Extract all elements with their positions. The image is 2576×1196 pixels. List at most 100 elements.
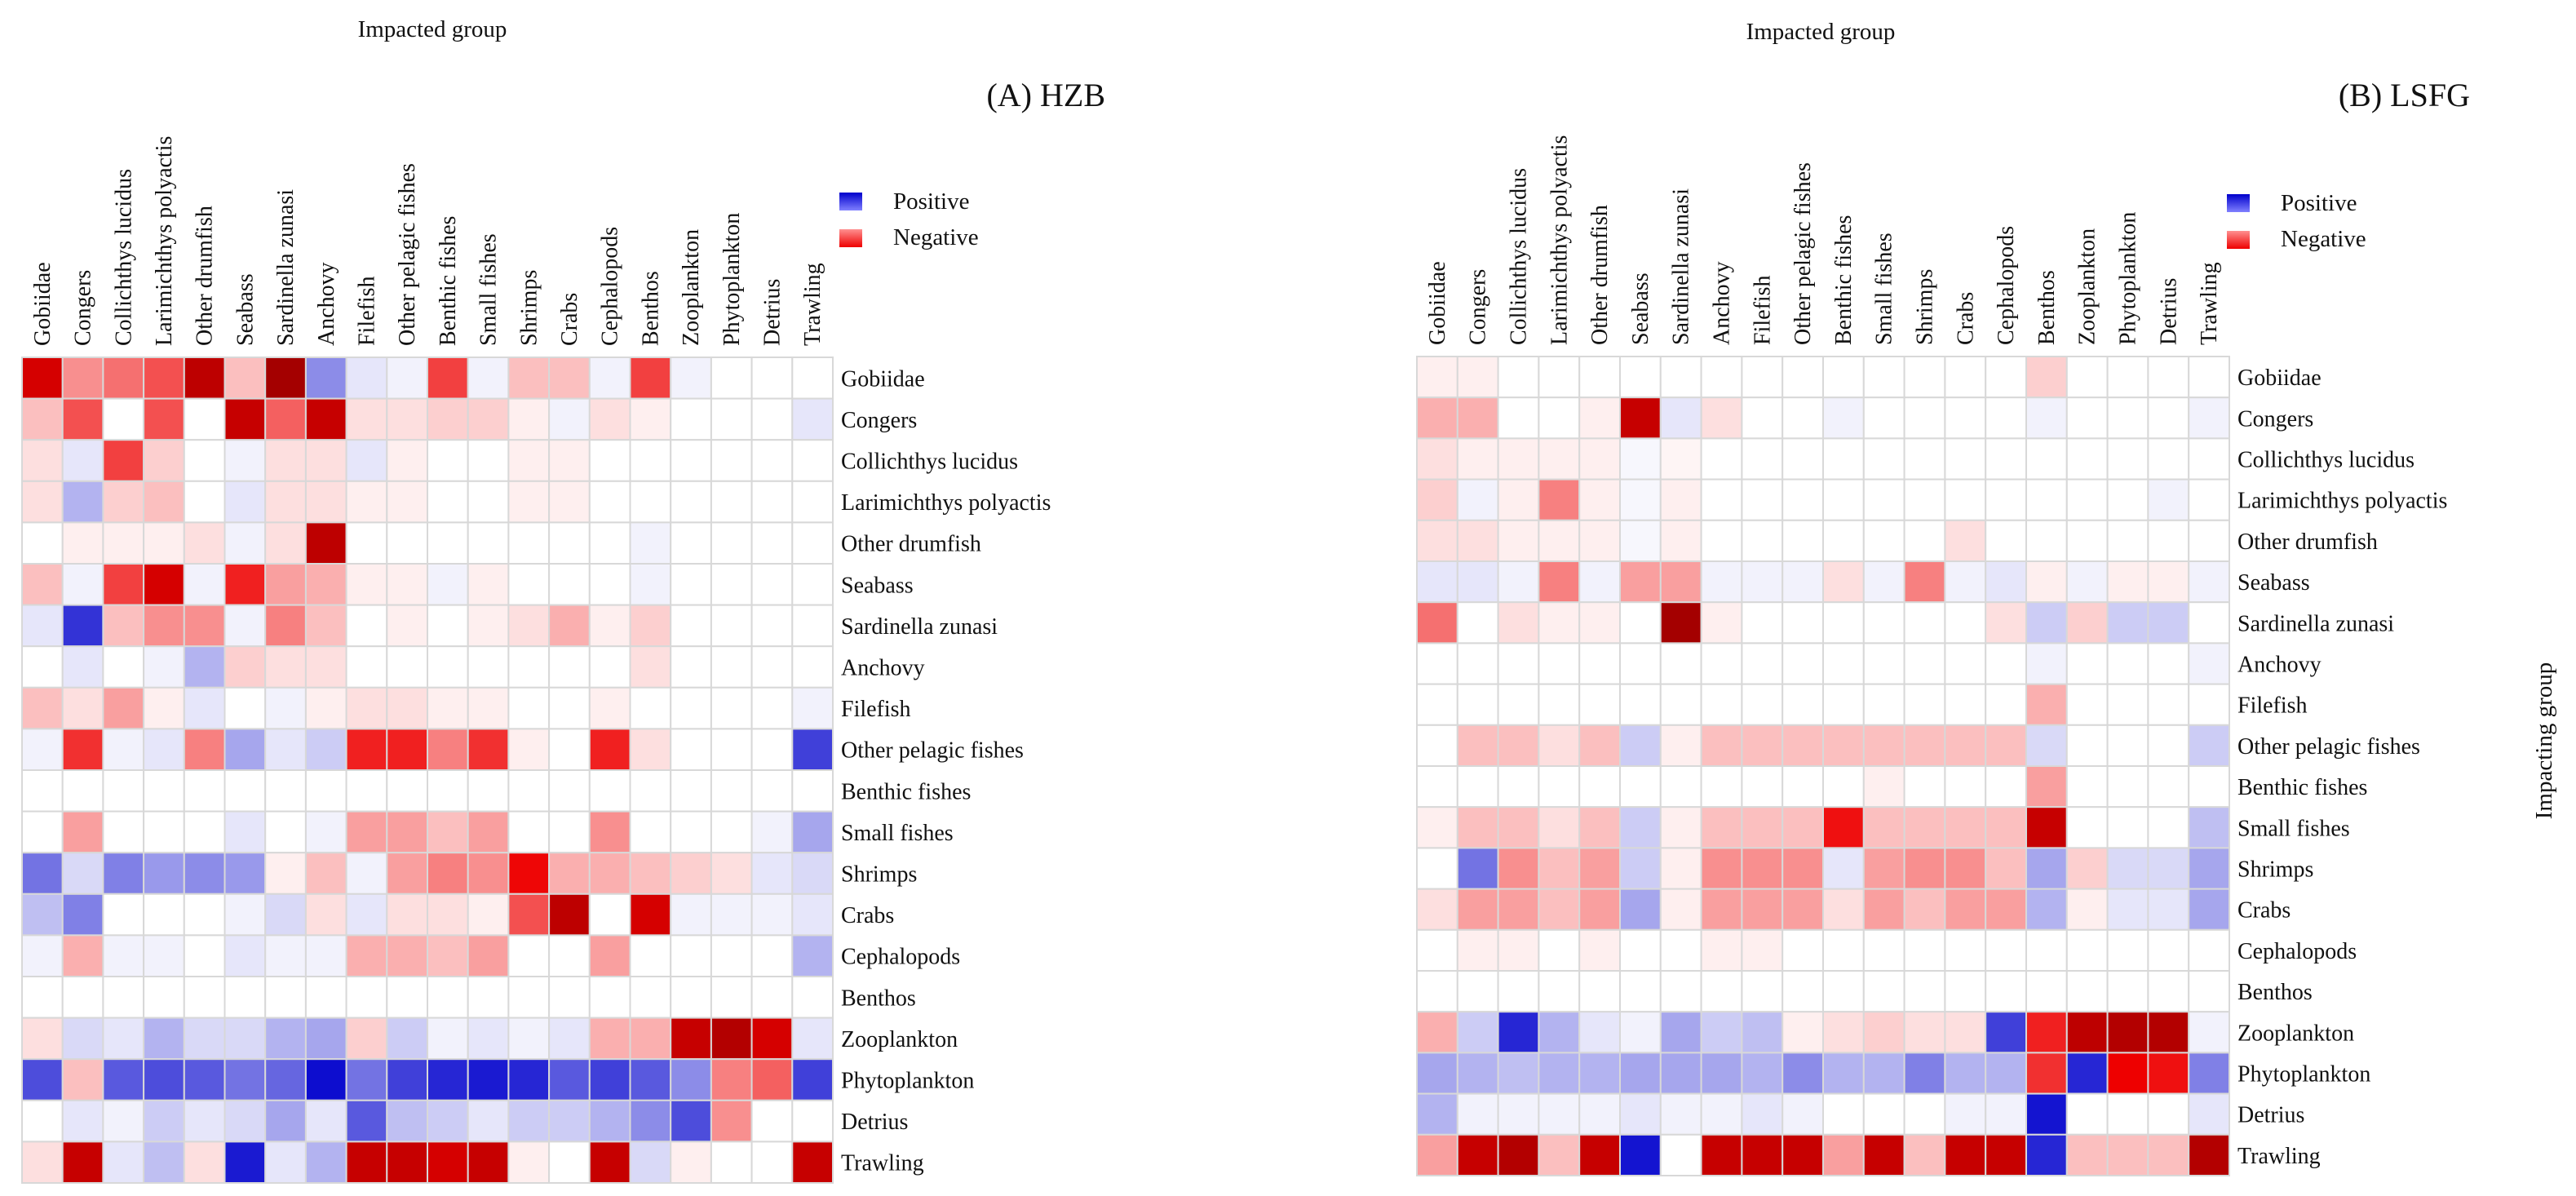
heatmap-cell-gobiidae-other-drumfish [1578, 356, 1621, 399]
heatmap-cell-sardinella-zunasi-small-fishes [1862, 601, 1905, 645]
heatmap-cell-other-drumfish-small-fishes [467, 521, 510, 565]
heatmap-cell-filefish-benthos [629, 686, 672, 730]
heatmap-cell-benthos-collichthys-lucidus [102, 976, 145, 1019]
heatmap-cell-sardinella-zunasi-benthos [2025, 601, 2068, 645]
heatmap-cell-seabass-sardinella-zunasi [1659, 560, 1702, 604]
row-label-crabs: Crabs [2237, 898, 2291, 924]
heatmap-cell-small-fishes-other-drumfish [183, 810, 226, 854]
heatmap-cell-trawling-anchovy [1700, 1133, 1743, 1177]
heatmap-cell-shrimps-congers [1456, 847, 1499, 890]
heatmap-cell-congers-gobiidae [1416, 396, 1458, 440]
column-label-shrimps: Shrimps [1913, 269, 1938, 345]
heatmap-cell-anchovy-crabs [548, 645, 591, 689]
heatmap-cell-anchovy-crabs [1944, 642, 1987, 685]
heatmap-cell-other-drumfish-seabass [1619, 519, 1662, 562]
heatmap-cell-congers-zooplankton [2065, 396, 2109, 440]
heatmap-cell-other-drumfish-crabs [548, 521, 591, 565]
heatmap-cell-benthic-fishes-other-drumfish [183, 769, 226, 813]
heatmap-cell-crabs-anchovy [304, 893, 347, 937]
heatmap-cell-other-pelagic-fishes-phytoplankton [2106, 724, 2149, 767]
heatmap-cell-collichthys-lucidus-gobiidae [1416, 437, 1458, 481]
heatmap-cell-congers-other-pelagic-fishes [386, 397, 428, 441]
heatmap-cell-zooplankton-collichthys-lucidus [1497, 1011, 1540, 1054]
heatmap-cell-sardinella-zunasi-trawling [791, 604, 834, 648]
heatmap-cell-filefish-gobiidae [1416, 683, 1458, 726]
heatmap-cell-shrimps-detrius [750, 852, 794, 895]
heatmap-cell-anchovy-other-drumfish [1578, 642, 1621, 685]
column-label-filefish: Filefish [354, 276, 379, 346]
heatmap-cell-benthic-fishes-small-fishes [467, 769, 510, 813]
column-label-filefish: Filefish [1750, 275, 1775, 345]
heatmap-cell-benthic-fishes-other-drumfish [1578, 765, 1621, 808]
heatmap-cell-benthic-fishes-congers [61, 769, 104, 813]
heatmap-cell-other-drumfish-cephalopods [588, 521, 631, 565]
heatmap-cell-collichthys-lucidus-other-drumfish [1578, 437, 1621, 481]
heatmap-cell-congers-benthos [2025, 396, 2068, 440]
column-label-sardinella-zunasi: Sardinella zunasi [1669, 188, 1694, 345]
heatmap-cell-cephalopods-other-pelagic-fishes [386, 934, 428, 978]
heatmap-cell-larimichthys-polyactis-gobiidae [21, 480, 64, 524]
heatmap-cell-cephalopods-larimichthys-polyactis [143, 934, 185, 978]
heatmap-cell-benthos-zooplankton [670, 976, 712, 1019]
heatmap-cell-filefish-collichthys-lucidus [102, 686, 145, 730]
heatmap-cell-anchovy-small-fishes [1862, 642, 1905, 685]
heatmap-cell-shrimps-gobiidae [21, 852, 64, 895]
heatmap-cell-benthic-fishes-collichthys-lucidus [1497, 765, 1540, 808]
heatmap-cell-other-drumfish-larimichthys-polyactis [143, 521, 185, 565]
heatmap-cell-other-drumfish-detrius [2147, 519, 2190, 562]
heatmap-cell-phytoplankton-other-drumfish [183, 1058, 226, 1101]
heatmap-cell-larimichthys-polyactis-seabass [224, 480, 267, 524]
heatmap-cell-filefish-benthic-fishes [1822, 683, 1865, 726]
heatmap-cell-phytoplankton-larimichthys-polyactis [1538, 1052, 1581, 1095]
heatmap-cell-larimichthys-polyactis-benthic-fishes [427, 480, 469, 524]
heatmap-cell-crabs-filefish [1741, 888, 1784, 931]
heatmap-cell-sardinella-zunasi-other-pelagic-fishes [1782, 601, 1824, 645]
heatmap-cell-trawling-other-drumfish [1578, 1133, 1621, 1177]
column-label-trawling: Trawling [800, 263, 825, 346]
heatmap-cell-filefish-small-fishes [1862, 683, 1905, 726]
heatmap-cell-phytoplankton-congers [61, 1058, 104, 1101]
row-label-trawling: Trawling [2237, 1144, 2321, 1169]
heatmap-cell-anchovy-benthic-fishes [427, 645, 469, 689]
heatmap-cell-collichthys-lucidus-larimichthys-polyactis [143, 439, 185, 482]
heatmap-cell-small-fishes-shrimps [1903, 806, 1946, 849]
heatmap-cell-sardinella-zunasi-benthic-fishes [1822, 601, 1865, 645]
row-label-shrimps: Shrimps [841, 862, 917, 888]
heatmap-cell-crabs-anchovy [1700, 888, 1743, 931]
heatmap-cell-other-drumfish-benthic-fishes [427, 521, 469, 565]
heatmap-cell-detrius-trawling [2188, 1092, 2230, 1136]
heatmap-cell-larimichthys-polyactis-benthos [2025, 478, 2068, 521]
heatmap-cell-benthos-crabs [1944, 970, 1987, 1013]
heatmap-cell-crabs-congers [1456, 888, 1499, 931]
heatmap-cell-zooplankton-benthos [629, 1017, 672, 1061]
heatmap-cell-anchovy-cephalopods [588, 645, 631, 689]
row-label-detrius: Detrius [841, 1110, 908, 1135]
heatmap-cell-phytoplankton-crabs [548, 1058, 591, 1101]
heatmap-cell-crabs-larimichthys-polyactis [1538, 888, 1581, 931]
heatmap-cell-seabass-sardinella-zunasi [264, 563, 307, 606]
heatmap-cell-small-fishes-benthos [2025, 806, 2068, 849]
heatmap-cell-sardinella-zunasi-sardinella-zunasi [1659, 601, 1702, 645]
heatmap-cell-small-fishes-zooplankton [670, 810, 712, 854]
column-label-seabass: Seabass [1628, 272, 1653, 345]
heatmap-cell-zooplankton-trawling [2188, 1011, 2230, 1054]
heatmap-cell-filefish-congers [1456, 683, 1499, 726]
heatmap-cell-benthos-shrimps [1903, 970, 1946, 1013]
heatmap-cell-filefish-other-pelagic-fishes [1782, 683, 1824, 726]
heatmap-cell-sardinella-zunasi-detrius [2147, 601, 2190, 645]
heatmap-cell-collichthys-lucidus-detrius [2147, 437, 2190, 481]
column-label-crabs: Crabs [557, 293, 582, 346]
panel-label: (B) LSFG [2339, 77, 2470, 113]
column-label-shrimps: Shrimps [516, 270, 542, 346]
heatmap-cell-gobiidae-seabass [1619, 356, 1662, 399]
heatmap-cell-filefish-collichthys-lucidus [1497, 683, 1540, 726]
legend-positive-label: Positive [2281, 190, 2357, 216]
heatmap-cell-small-fishes-zooplankton [2065, 806, 2109, 849]
heatmap-cell-collichthys-lucidus-crabs [548, 439, 591, 482]
heatmap-cell-zooplankton-small-fishes [467, 1017, 510, 1061]
heatmap-cell-other-drumfish-congers [61, 521, 104, 565]
row-label-seabass: Seabass [841, 573, 914, 598]
heatmap-cell-congers-benthos [629, 397, 672, 441]
heatmap-cell-congers-phytoplankton [2106, 396, 2149, 440]
